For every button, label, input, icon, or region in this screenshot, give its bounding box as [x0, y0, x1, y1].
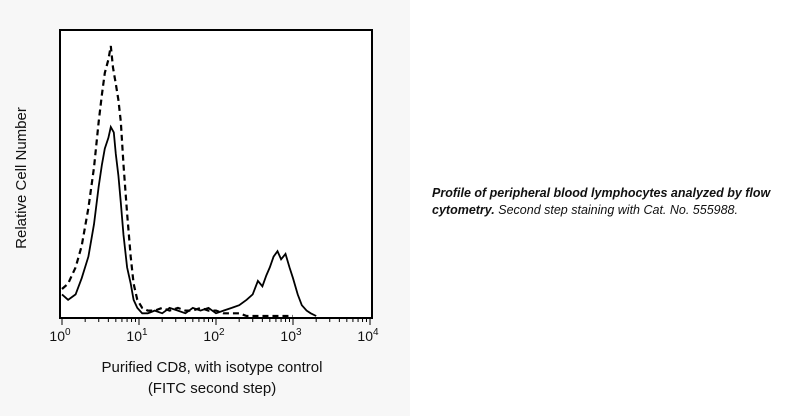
x-tick-label-1: 101 [126, 327, 148, 344]
figure-caption: Profile of peripheral blood lymphocytes … [432, 185, 792, 219]
x-tick-label-2: 102 [203, 327, 225, 344]
cd8-series [61, 124, 317, 317]
x-axis-label-line2: (FITC second step) [148, 380, 276, 397]
x-tick-label-3: 103 [280, 327, 302, 344]
caption-normal-text: Second step staining with Cat. No. 55598… [498, 203, 738, 217]
x-axis-label-line1: Purified CD8, with isotype control [102, 359, 323, 376]
series-group [61, 45, 317, 318]
x-tick-label-0: 100 [49, 327, 71, 344]
chart-panel: 100 101 102 103 104 Relative Cell Number Pur… [13, 29, 380, 397]
isotype-control-series [61, 45, 293, 318]
plot-frame [59, 29, 373, 319]
y-axis-label: Relative Cell Number [13, 107, 30, 249]
x-axis-ticks [61, 318, 371, 325]
histogram-chart: 100 101 102 103 104 Relative Cell Number Pur… [13, 29, 379, 397]
x-tick-label-4: 104 [357, 327, 379, 344]
x-axis-tick-labels: 100 101 102 103 104 [49, 327, 379, 344]
caption-bold-text: Profile of peripheral blood lymphocytes … [432, 186, 771, 217]
